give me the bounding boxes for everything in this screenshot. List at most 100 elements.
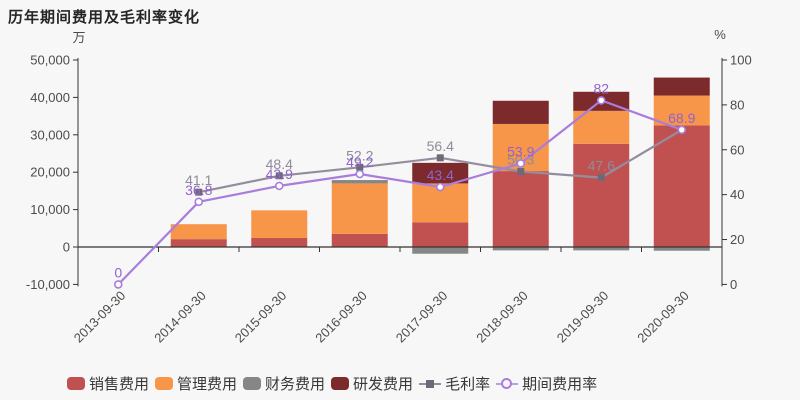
bar-segment-sales-expense <box>653 125 710 247</box>
axis-tick-label: 20 <box>730 232 744 247</box>
legend-item-label: 毛利率 <box>445 376 491 393</box>
left-axis-unit: 万 <box>72 30 86 45</box>
sales-expense-swatch-icon <box>67 377 85 390</box>
bar-segment-sales-expense <box>251 238 308 247</box>
gross-margin-marker-icon <box>517 168 525 176</box>
legend-item-gross-margin[interactable]: 毛利率 <box>419 373 490 394</box>
data-label: 49.2 <box>346 154 373 170</box>
bars-finance-expense <box>331 180 710 254</box>
axis-tick-label: 80 <box>730 97 744 112</box>
finance-expense-swatch-icon <box>243 377 262 390</box>
rd-expense-swatch-icon <box>331 377 350 390</box>
chart-title: 历年期间费用及毛利率变化 <box>8 9 201 26</box>
bar-segment-finance-expense <box>331 180 388 184</box>
legend-item-label: 销售费用 <box>89 376 150 393</box>
data-label: 52.2 <box>346 147 373 163</box>
legend-item-finance-expense[interactable]: 财务费用 <box>243 373 325 394</box>
legend-item-period-expense-ratio[interactable]: 期间费用率 <box>496 373 597 394</box>
period-expense-ratio-marker-icon <box>677 125 687 135</box>
legend-item-admin-expense[interactable]: 管理费用 <box>155 373 237 394</box>
x-axis-label: 2017-09-30 <box>393 288 451 346</box>
chart-legend: 销售费用 管理费用 财务费用 研发费用 毛利率 期间费用率 <box>0 373 800 394</box>
circle-marker-icon <box>501 377 513 389</box>
period-expense-ratio-marker-icon <box>113 280 123 289</box>
combo-chart: 50,000 40,000 30,000 20,000 10,000 0 -10,000 10… <box>26 53 752 346</box>
data-label: 48.4 <box>266 156 293 172</box>
bar-segment-sales-expense <box>573 143 630 247</box>
bar-segment-finance-expense <box>653 247 710 251</box>
axis-tick-label: 40 <box>730 187 744 202</box>
data-label: 43.9 <box>266 166 293 182</box>
period-expense-ratio-marker-icon <box>516 159 526 168</box>
axis-tick-label: 100 <box>730 53 752 68</box>
gross-margin-marker-icon <box>356 163 364 171</box>
axis-tick-label: 0 <box>730 277 737 292</box>
bars-rd-expense <box>412 77 710 184</box>
bar-segment-finance-expense <box>412 247 469 254</box>
bar-segment-admin-expense <box>170 224 227 240</box>
period-expense-ratio-marker-icon <box>194 197 204 207</box>
x-axis-label: 2015-09-30 <box>232 288 290 346</box>
period-expense-ratio-marker-icon <box>274 181 284 191</box>
data-label: 0 <box>114 264 122 280</box>
legend-item-sales-expense[interactable]: 销售费用 <box>67 373 149 394</box>
axis-tick-label: 30,000 <box>30 127 70 142</box>
data-label: 43.4 <box>427 167 454 183</box>
x-axis-label: 2019-09-30 <box>554 288 612 346</box>
line-period-expense-ratio: 0 36.8 43.9 49.2 43.4 53.9 82 68.9 <box>113 80 696 289</box>
gross-margin-marker-icon <box>275 172 283 180</box>
bar-segment-admin-expense <box>331 183 388 234</box>
bar-segment-admin-expense <box>653 95 710 126</box>
y-axis-right: 100 80 60 40 20 0 <box>721 53 752 292</box>
bar-segment-rd-expense <box>412 162 469 184</box>
bar-segment-rd-expense <box>653 77 710 96</box>
admin-expense-swatch-icon <box>155 377 174 390</box>
bars <box>170 77 710 254</box>
gross-margin-swatch-icon <box>419 377 442 391</box>
period-expense-ratio-marker-icon <box>355 169 365 179</box>
gross-margin-marker-icon <box>597 174 605 182</box>
axis-tick-label: 60 <box>730 142 744 157</box>
legend-item-label: 财务费用 <box>265 376 326 393</box>
right-axis-unit: % <box>714 27 726 42</box>
data-label: 82 <box>593 80 609 96</box>
x-axis-label: 2016-09-30 <box>312 288 370 346</box>
period-expense-ratio-marker-icon <box>435 182 445 192</box>
data-label: 56.4 <box>427 138 454 154</box>
bar-segment-sales-expense <box>412 222 469 247</box>
x-axis-label: 2020-09-30 <box>634 288 692 346</box>
bar-segment-sales-expense <box>492 171 549 247</box>
gross-margin-marker-icon <box>195 188 203 196</box>
bar-segment-rd-expense <box>492 100 549 124</box>
period-expense-ratio-swatch-icon <box>496 377 519 391</box>
axis-tick-label: 40,000 <box>30 90 70 105</box>
legend-item-label: 研发费用 <box>353 376 414 393</box>
bar-segment-finance-expense <box>492 247 549 251</box>
axis-tick-label: -10,000 <box>26 277 70 292</box>
bar-segment-finance-expense <box>573 247 630 251</box>
period-expense-ratio-marker-icon <box>596 96 606 105</box>
data-label: 41.1 <box>185 172 212 188</box>
axis-tick-label: 50,000 <box>30 53 70 68</box>
gross-margin-marker-icon <box>436 154 444 162</box>
legend-item-label: 期间费用率 <box>522 376 598 393</box>
axis-tick-label: 0 <box>63 240 70 255</box>
data-label: 47.6 <box>588 158 615 174</box>
legend-item-label: 管理费用 <box>177 376 238 393</box>
bar-segment-sales-expense <box>170 239 227 247</box>
data-label: 36.8 <box>185 182 212 198</box>
axis-tick-label: 20,000 <box>30 165 70 180</box>
legend-item-rd-expense[interactable]: 研发费用 <box>331 373 413 394</box>
data-label: 53.9 <box>507 143 534 159</box>
axis-tick-label: 10,000 <box>30 202 70 217</box>
bar-segment-sales-expense <box>331 233 388 247</box>
data-label: 68.9 <box>668 110 695 126</box>
square-marker-icon <box>426 379 435 388</box>
x-axis-label: 2013-09-30 <box>71 288 129 346</box>
bars-sales-expense <box>170 125 710 247</box>
x-axis-label: 2014-09-30 <box>151 288 209 346</box>
y-axis-left: 50,000 40,000 30,000 20,000 10,000 0 -10,000 <box>26 53 79 292</box>
x-axis-label: 2018-09-30 <box>473 288 531 346</box>
x-axis: 2013-09-30 2014-09-30 2015-09-30 2016-09-30… <box>71 246 723 346</box>
